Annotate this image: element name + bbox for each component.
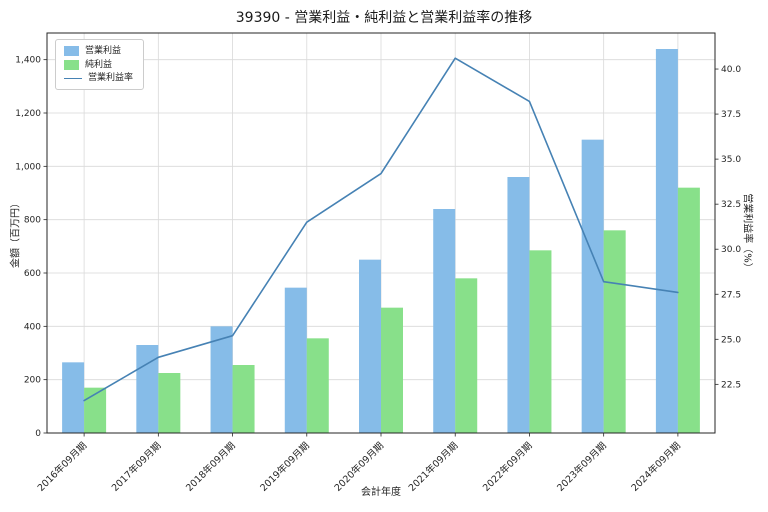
right-tick-label: 32.5 (721, 200, 741, 210)
bar-営業利益 (62, 362, 85, 433)
right-tick-label: 40.0 (721, 65, 741, 75)
legend-swatch-bar (64, 60, 79, 70)
legend-label: 営業利益 (85, 45, 122, 56)
bar-営業利益 (581, 139, 604, 433)
bar-純利益 (677, 187, 700, 433)
left-tick-label: 200 (24, 376, 41, 386)
left-tick-label: 400 (24, 322, 41, 332)
x-tick-label: 2024年09月期 (629, 440, 683, 494)
x-tick-label: 2019年09月期 (258, 440, 312, 494)
left-axis-title: 金額（百万円） (10, 198, 22, 268)
bar-純利益 (603, 230, 626, 433)
x-tick-label: 2022年09月期 (480, 440, 534, 494)
right-tick-label: 27.5 (721, 290, 741, 300)
right-tick-label: 35.0 (721, 155, 741, 165)
right-tick-label: 37.5 (721, 110, 741, 120)
bar-純利益 (381, 307, 403, 433)
left-tick-label: 1,400 (15, 56, 41, 66)
x-tick-label: 2018年09月期 (183, 440, 237, 494)
left-tick-label: 0 (35, 429, 41, 439)
bar-純利益 (306, 338, 329, 433)
left-tick-label: 1,000 (15, 162, 41, 172)
bar-純利益 (232, 365, 255, 433)
right-axis-title: 営業利益率（%） (741, 193, 753, 273)
legend-swatch-bar (64, 46, 79, 56)
x-tick-label: 2017年09月期 (109, 440, 163, 494)
bar-営業利益 (136, 345, 159, 433)
line-営業利益率 (83, 57, 679, 402)
bar-営業利益 (655, 49, 678, 433)
bar-営業利益 (284, 287, 307, 433)
bar-純利益 (158, 373, 181, 433)
bar-純利益 (84, 387, 107, 433)
right-tick-label: 22.5 (721, 380, 741, 390)
x-tick-label: 2023年09月期 (555, 440, 609, 494)
bar-純利益 (455, 278, 478, 433)
bar-営業利益 (507, 177, 530, 433)
bar-純利益 (529, 250, 552, 433)
x-tick-label: 2021年09月期 (406, 440, 460, 494)
legend: 営業利益純利益営業利益率 (55, 39, 145, 90)
right-tick-label: 25.0 (721, 335, 741, 345)
bar-営業利益 (210, 326, 233, 433)
bar-営業利益 (433, 209, 456, 433)
legend-item: 純利益 (64, 60, 133, 70)
legend-item: 営業利益率 (64, 74, 133, 83)
chart-title: 39390 - 営業利益・純利益と営業利益率の推移 (235, 10, 533, 26)
legend-swatch-line (64, 78, 82, 79)
left-tick-label: 800 (24, 216, 41, 226)
left-tick-label: 1,200 (15, 109, 41, 119)
legend-label: 営業利益率 (88, 73, 134, 83)
bar-営業利益 (359, 259, 381, 433)
left-tick-label: 600 (24, 269, 41, 279)
legend-item: 営業利益 (64, 46, 133, 56)
right-tick-label: 30.0 (721, 245, 741, 255)
x-axis-title: 会計年度 (361, 487, 401, 498)
x-tick-label: 2016年09月期 (35, 440, 89, 494)
legend-label: 純利益 (85, 59, 113, 70)
